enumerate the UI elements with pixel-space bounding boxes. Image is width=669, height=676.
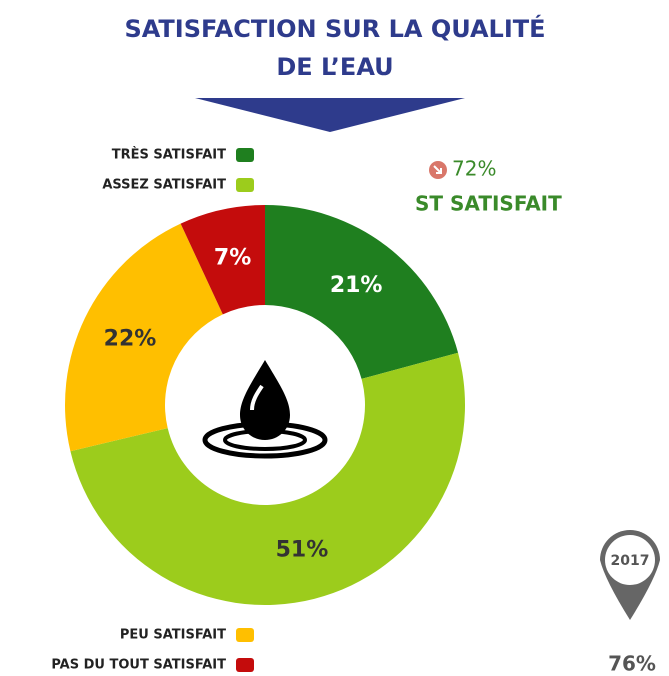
donut-segment: [265, 205, 459, 379]
summary-value: 72%: [452, 157, 496, 181]
data-label: 22%: [104, 327, 157, 352]
legend-swatch: [236, 658, 254, 672]
legend-label: ASSEZ SATISFAIT: [102, 178, 226, 193]
donut-segment: [70, 352, 465, 605]
drop-icon: [202, 360, 328, 459]
legend-label: TRÈS SATISFAIT: [112, 147, 226, 163]
chart-title: SATISFACTION SUR LA QUALITÉ: [124, 14, 545, 43]
summary: 72% ST SATISFAIT: [415, 157, 562, 216]
previous-year: 2017: [611, 553, 650, 569]
title-arrow: [195, 98, 465, 132]
previous-marker: 2017 76%: [600, 530, 660, 676]
legend-label: PAS DU TOUT SATISFAIT: [51, 658, 226, 673]
chart-title: DE L’EAU: [276, 53, 393, 81]
data-label: 51%: [276, 537, 329, 562]
legend-swatch: [236, 148, 254, 162]
donut-segment: [65, 223, 223, 452]
down-icon-arrow: [433, 165, 442, 174]
summary-text: ST SATISFAIT: [415, 192, 562, 216]
donut-segment: [180, 205, 265, 315]
legend-swatch: [236, 628, 254, 642]
data-label: 21%: [330, 273, 383, 298]
legend-label: PEU SATISFAIT: [120, 628, 226, 643]
legend-swatch: [236, 178, 254, 192]
previous-value: 76%: [608, 652, 656, 676]
data-label: 7%: [214, 246, 251, 271]
pin-face: [605, 535, 655, 585]
